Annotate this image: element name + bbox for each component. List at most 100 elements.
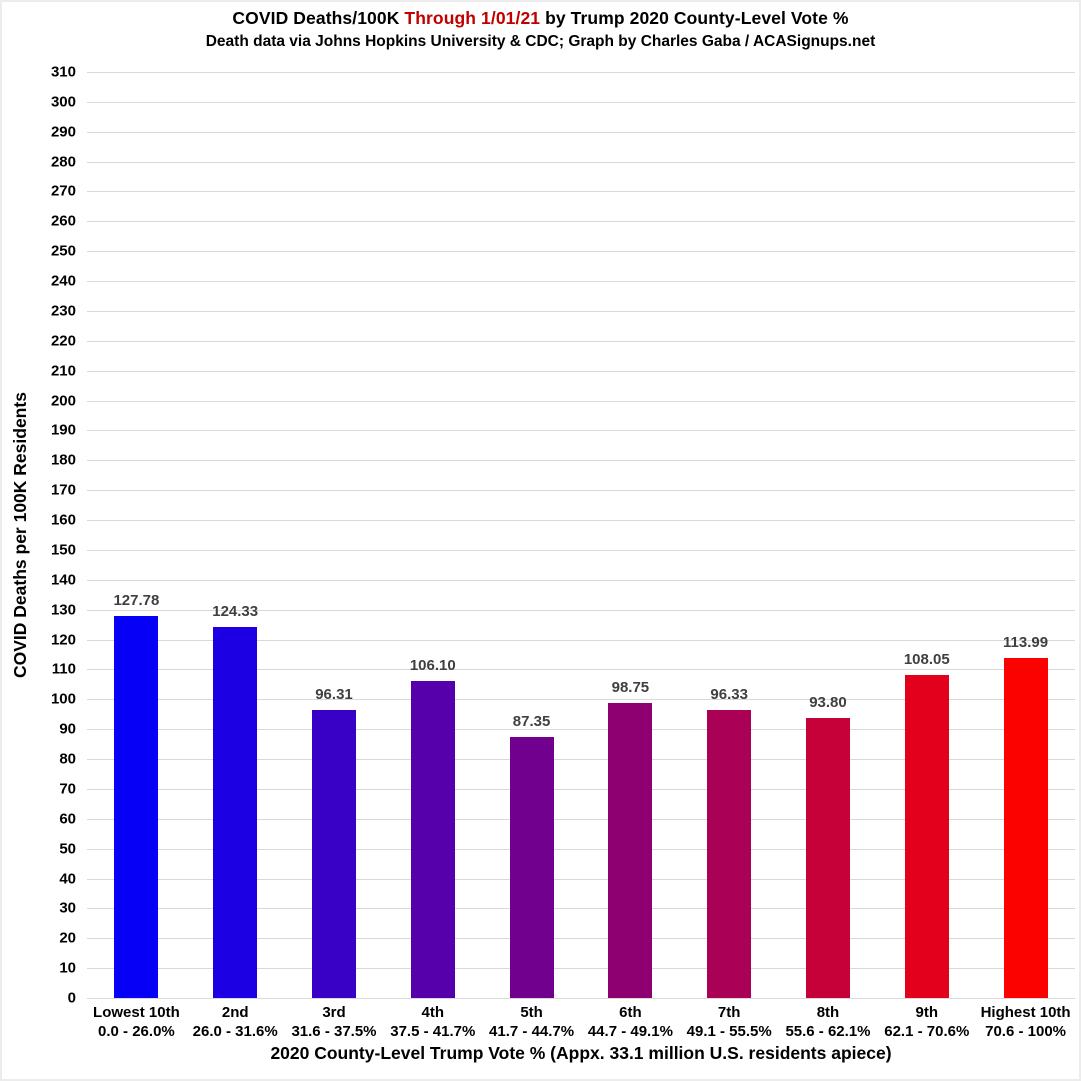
- y-tick-label: 290: [50, 123, 76, 141]
- gridline: [87, 251, 1075, 253]
- x-tick-range: 0.0 - 26.0%: [98, 1023, 175, 1040]
- bar-value-label: 96.31: [315, 686, 353, 704]
- chart-title-highlight: Through 1/01/21: [404, 8, 541, 28]
- bar-slot: 98.75: [581, 72, 680, 998]
- y-tick-label: 70: [59, 780, 76, 798]
- x-tick-tier: Highest 10th: [980, 1004, 1071, 1021]
- gridline: [87, 878, 1075, 880]
- y-tick-label: 300: [50, 93, 76, 111]
- gridline: [87, 281, 1075, 283]
- gridline: [87, 549, 1075, 551]
- x-tick-tier: 6th: [619, 1004, 642, 1021]
- y-tick-label: 110: [51, 660, 76, 678]
- gridline: [87, 370, 1075, 372]
- x-tick-tier: 4th: [421, 1004, 445, 1021]
- x-tick-labels: Lowest 10th 0.0 - 26.0% 2nd 26.0 - 31.6% 3rd…: [87, 1003, 1075, 1041]
- gridline: [87, 520, 1075, 522]
- gridline: [87, 310, 1075, 312]
- x-tick-tier: 5th: [520, 1004, 543, 1021]
- x-tick-range: 26.0 - 31.6%: [192, 1023, 278, 1040]
- x-axis-title: 2020 County-Level Trump Vote % (Appx. 33…: [270, 1043, 892, 1063]
- bar-value-label: 96.33: [710, 686, 748, 704]
- gridline: [87, 788, 1075, 790]
- x-tick-range: 44.7 - 49.1%: [587, 1023, 673, 1040]
- bar-6: [608, 703, 653, 998]
- x-tick-range: 70.6 - 100%: [985, 1023, 1067, 1040]
- gridline: [87, 101, 1075, 103]
- y-tick-label: 260: [50, 212, 76, 230]
- x-tick-range: 62.1 - 70.6%: [884, 1023, 970, 1040]
- gridline: [87, 161, 1075, 163]
- bar-slot: 93.80: [779, 72, 878, 998]
- y-tick-label: 270: [50, 182, 76, 200]
- bar-value-label: 106.10: [409, 657, 456, 675]
- x-tick-range: 49.1 - 55.5%: [686, 1023, 772, 1040]
- gridline: [87, 998, 1075, 999]
- gridline: [87, 818, 1075, 820]
- y-tick-label: 140: [50, 571, 76, 589]
- x-tick-label: 5th 41.7 - 44.7%: [482, 1003, 581, 1041]
- bar-8: [805, 717, 850, 998]
- y-tick-label: 30: [59, 899, 76, 917]
- y-tick-label: 150: [50, 541, 76, 559]
- chart-subtitle: Death data via Johns Hopkins University …: [205, 33, 876, 50]
- y-tick-label: 80: [59, 750, 76, 768]
- gridline: [87, 609, 1075, 611]
- gridline: [87, 938, 1075, 940]
- y-tick-label: 280: [50, 153, 76, 171]
- x-tick-tier: 2nd: [221, 1004, 249, 1021]
- y-axis-title: COVID Deaths per 100K Residents: [10, 392, 30, 678]
- y-tick-label: 130: [50, 601, 76, 619]
- gridline: [87, 579, 1075, 581]
- bar-value-label: 124.33: [212, 602, 259, 620]
- gridline: [87, 400, 1075, 402]
- bar-slot: 108.05: [877, 72, 976, 998]
- x-tick-label: 2nd 26.0 - 31.6%: [186, 1003, 285, 1041]
- gridline: [87, 669, 1075, 671]
- gridline: [87, 848, 1075, 850]
- gridline: [87, 340, 1075, 342]
- gridline: [87, 460, 1075, 462]
- x-tick-range: 31.6 - 37.5%: [291, 1023, 377, 1040]
- bar-5: [509, 737, 554, 998]
- bar-slot: 87.35: [482, 72, 581, 998]
- bar-3: [311, 710, 356, 998]
- y-tick-label: 20: [59, 929, 76, 947]
- y-tick-label: 60: [59, 810, 76, 828]
- bar-slot: 124.33: [186, 72, 285, 998]
- bar-value-label: 87.35: [512, 713, 551, 731]
- x-tick-label: Lowest 10th 0.0 - 26.0%: [87, 1003, 186, 1041]
- y-tick-label: 100: [50, 690, 76, 708]
- gridline: [87, 968, 1075, 970]
- bar-1: [114, 616, 159, 998]
- chart-title: COVID Deaths/100K Through 1/01/21 by Tru…: [2, 8, 1079, 29]
- y-tick-label: 210: [50, 362, 76, 380]
- bar-value-label: 108.05: [903, 651, 950, 669]
- y-tick-label: 190: [50, 421, 76, 439]
- bar-slot: 96.31: [285, 72, 384, 998]
- plot-area: 0 10 20 30 40 50 60 70 80 90 100 110 120 130 140 150 160…: [51, 65, 1075, 1006]
- gridline: [87, 490, 1075, 492]
- x-tick-label: 8th 55.6 - 62.1%: [779, 1003, 878, 1041]
- gridline: [87, 699, 1075, 701]
- bar-2: [213, 626, 258, 998]
- x-tick-label: 9th 62.1 - 70.6%: [877, 1003, 976, 1041]
- gridline: [87, 72, 1075, 73]
- bar-10: [1003, 657, 1048, 998]
- bars: 127.78 124.33 96.31 106.10 87.35 98.75 96.33 93…: [87, 72, 1075, 998]
- bar-9: [904, 675, 949, 998]
- x-tick-tier: 7th: [717, 1004, 741, 1021]
- y-tick-label: 170: [50, 481, 76, 499]
- y-tick-label: 0: [67, 989, 76, 1007]
- bar-4: [410, 681, 455, 998]
- y-tick-label: 200: [50, 392, 76, 410]
- bar-7: [707, 710, 752, 998]
- x-tick-tier: 9th: [915, 1004, 939, 1021]
- bar-value-label: 98.75: [611, 679, 650, 697]
- y-tick-label: 180: [50, 451, 76, 469]
- x-tick-range: 55.6 - 62.1%: [785, 1023, 871, 1040]
- bar-slot: 113.99: [976, 72, 1075, 998]
- gridline: [87, 729, 1075, 731]
- y-tick-label: 220: [50, 332, 76, 350]
- x-tick-label: 7th 49.1 - 55.5%: [680, 1003, 779, 1041]
